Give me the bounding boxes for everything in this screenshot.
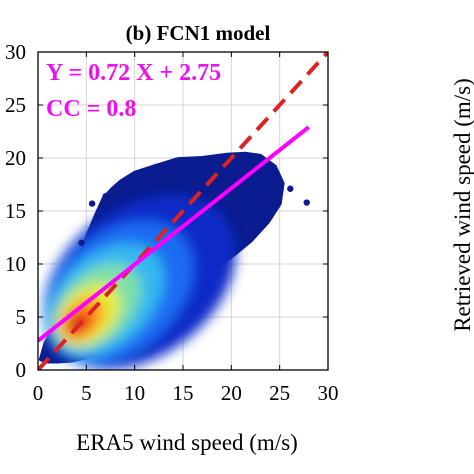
- y-tick-label-2: 10: [5, 252, 26, 276]
- y-tick-label-0: 0: [16, 358, 27, 382]
- x-tick-label-5: 25: [269, 381, 290, 405]
- x-tick-label-1: 5: [81, 381, 92, 405]
- x-axis-label: ERA5 wind speed (m/s): [76, 430, 298, 455]
- outlier-point-2: [269, 180, 277, 187]
- y-tick-label-1: 5: [16, 305, 27, 329]
- scatter-outliers: [78, 180, 310, 246]
- outlier-point-3: [102, 192, 109, 200]
- y-axis-ticks: 0 5 10 15 20 25 30: [5, 40, 328, 382]
- outlier-point-5: [78, 239, 85, 246]
- chart-title: (b) FCN1 model: [126, 21, 271, 45]
- y-tick-label-3: 15: [5, 199, 26, 223]
- y-tick-label-6: 30: [5, 40, 26, 64]
- regression-equation-label: Y = 0.72 X + 2.75: [46, 60, 221, 86]
- y-tick-label-5: 25: [5, 93, 26, 117]
- y-tick-label-4: 20: [5, 146, 26, 170]
- correlation-coefficient-label: CC = 0.8: [46, 96, 136, 122]
- x-tick-label-6: 30: [318, 381, 339, 405]
- outlier-point-0: [88, 200, 96, 207]
- outlier-point-1: [303, 199, 310, 206]
- right-panel-y-axis-label: Retrieved wind speed (m/s): [450, 78, 474, 332]
- one-to-one-reference-line: [38, 52, 328, 370]
- outlier-point-4: [287, 185, 294, 192]
- x-tick-label-2: 10: [124, 381, 145, 405]
- x-tick-label-3: 15: [173, 381, 194, 405]
- regression-fit-line: [38, 125, 310, 343]
- x-tick-label-4: 20: [221, 381, 242, 405]
- x-axis-ticks: 0 5 10 15 20 25 30: [33, 52, 339, 405]
- x-tick-label-0: 0: [33, 381, 44, 405]
